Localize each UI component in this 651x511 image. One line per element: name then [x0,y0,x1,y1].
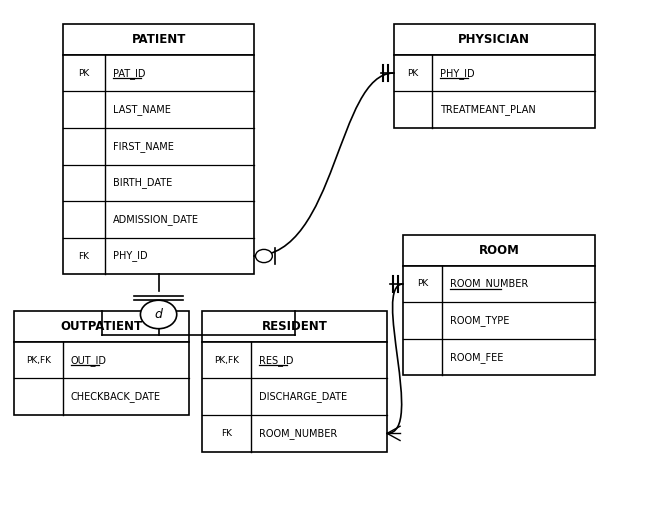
Text: LAST_NAME: LAST_NAME [113,104,171,115]
Text: DISCHARGE_DATE: DISCHARGE_DATE [258,391,347,402]
Bar [394,24,594,55]
Bar [394,55,594,128]
Text: CHECKBACK_DATE: CHECKBACK_DATE [71,391,161,402]
Text: ROOM_NUMBER: ROOM_NUMBER [258,428,337,439]
Text: PK,FK: PK,FK [214,356,239,365]
Text: PAT_ID: PAT_ID [113,67,145,79]
Text: d: d [155,308,163,321]
Bar [14,311,189,342]
Text: OUTPATIENT: OUTPATIENT [61,320,143,333]
Circle shape [255,249,272,263]
Text: PK: PK [78,68,90,78]
Text: PHY_ID: PHY_ID [440,67,475,79]
Bar [63,24,254,55]
Text: ROOM_FEE: ROOM_FEE [450,352,503,363]
Text: PK: PK [417,280,428,289]
Text: ROOM_NUMBER: ROOM_NUMBER [450,278,528,289]
Text: PHY_ID: PHY_ID [113,250,148,262]
Text: PK: PK [408,68,419,78]
Bar [202,342,387,452]
Bar [403,235,594,266]
Text: ROOM: ROOM [478,244,519,257]
Text: FK: FK [79,251,90,261]
Text: PHYSICIAN: PHYSICIAN [458,33,530,46]
Text: PK,FK: PK,FK [26,356,51,365]
Text: RESIDENT: RESIDENT [262,320,327,333]
Text: OUT_ID: OUT_ID [71,355,107,366]
Text: PATIENT: PATIENT [132,33,186,46]
Bar [403,266,594,376]
Bar [14,342,189,415]
Text: ROOM_TYPE: ROOM_TYPE [450,315,509,326]
Text: BIRTH_DATE: BIRTH_DATE [113,177,172,188]
Text: ADMISSION_DATE: ADMISSION_DATE [113,214,199,225]
Bar [202,311,387,342]
Text: FIRST_NAME: FIRST_NAME [113,141,174,152]
Text: RES_ID: RES_ID [258,355,293,366]
Circle shape [141,300,176,329]
Text: TREATMEANT_PLAN: TREATMEANT_PLAN [440,104,536,115]
Bar [63,55,254,274]
Text: FK: FK [221,429,232,438]
